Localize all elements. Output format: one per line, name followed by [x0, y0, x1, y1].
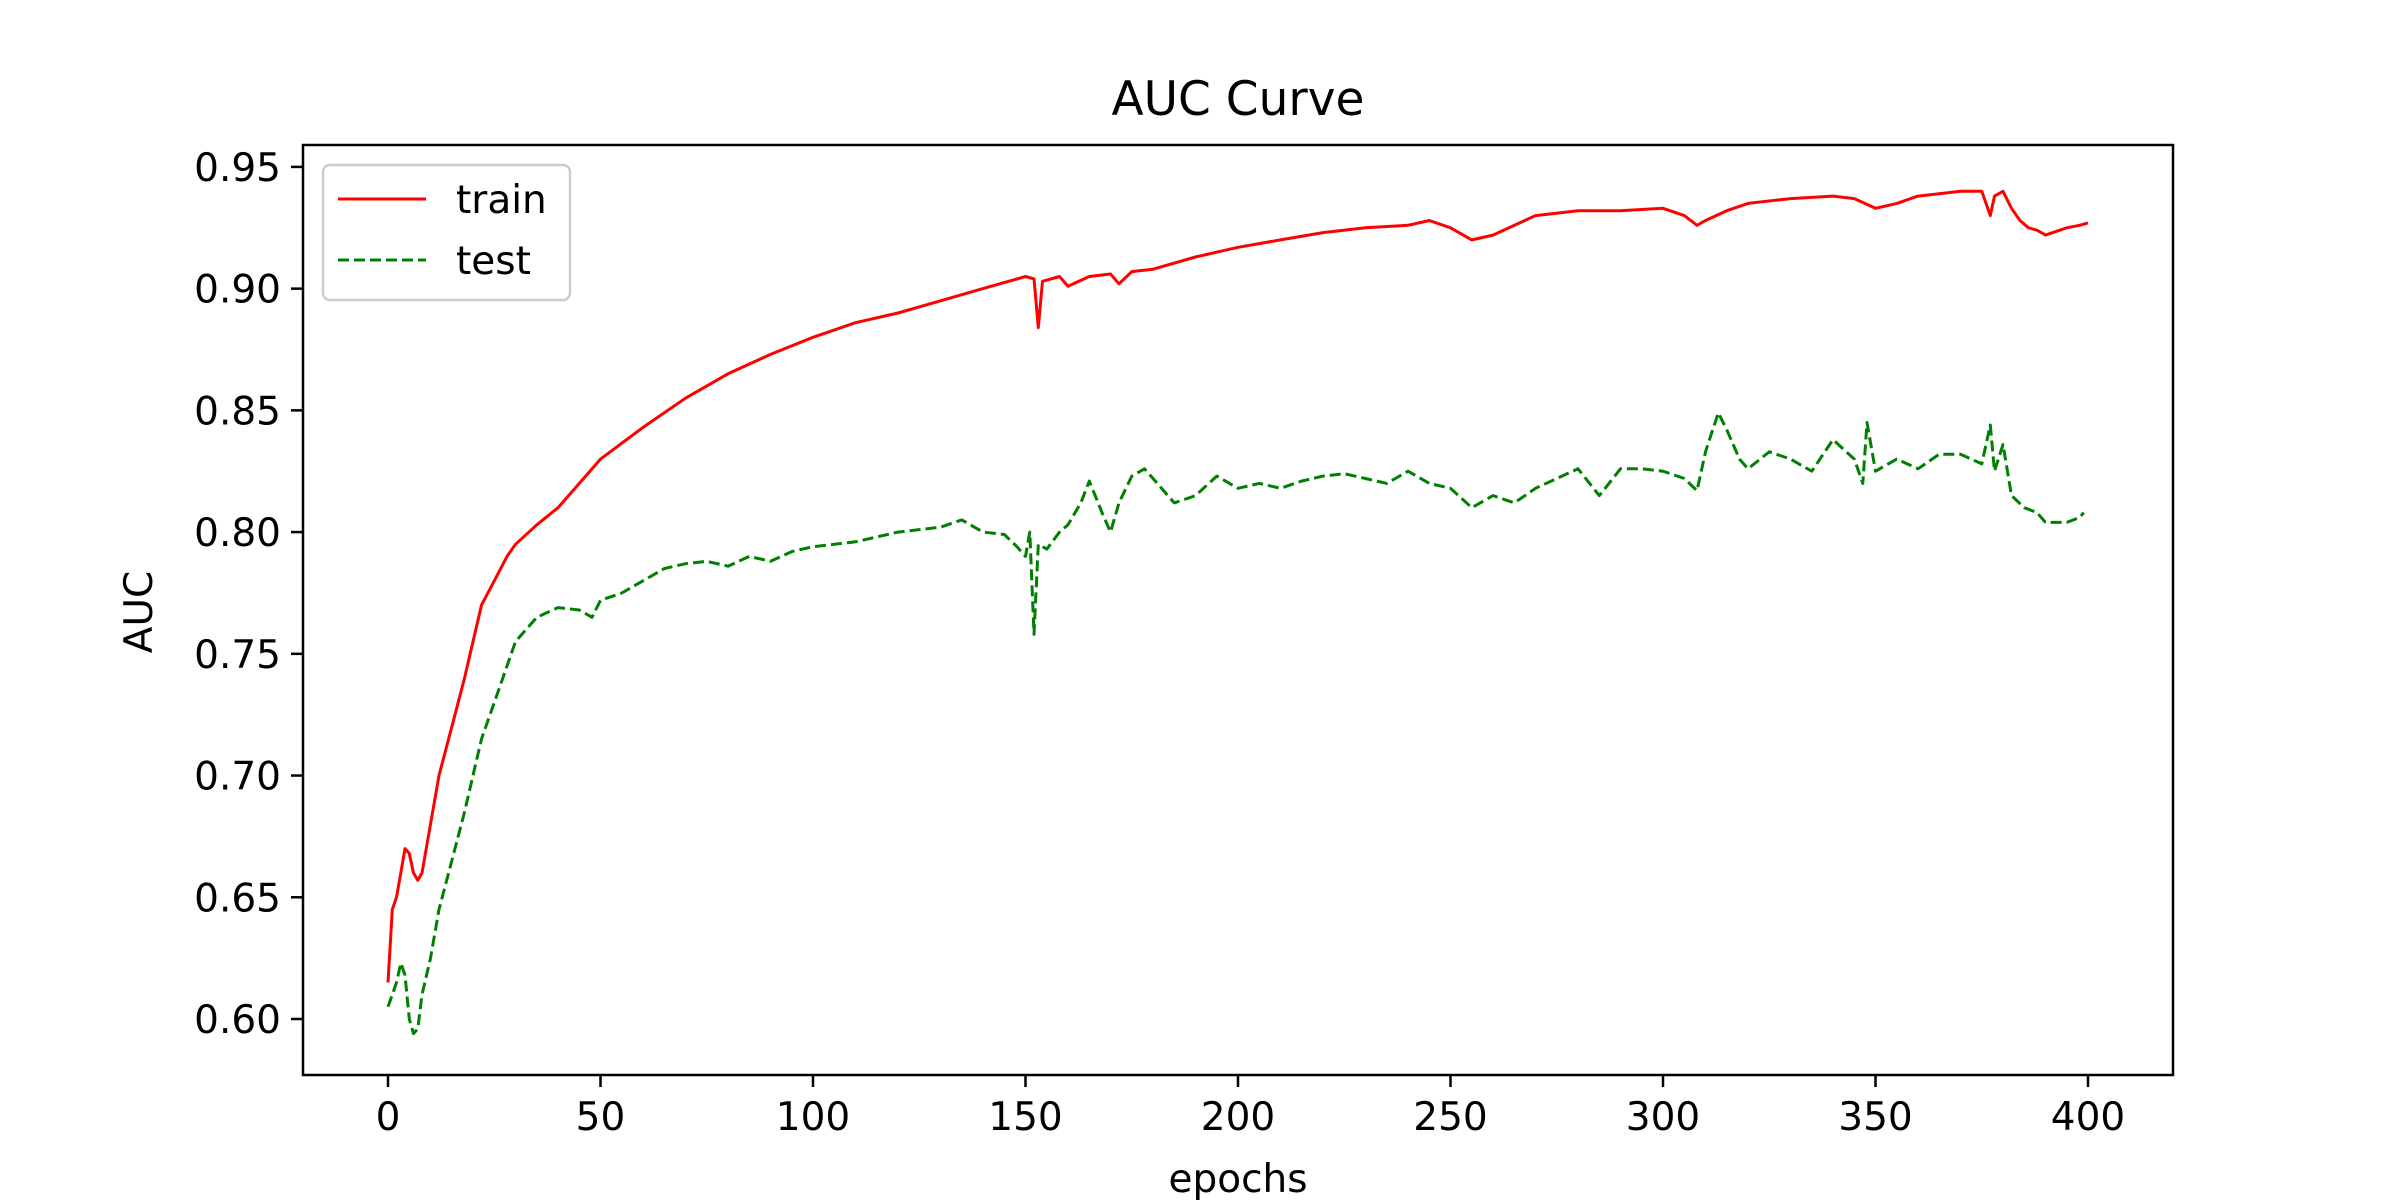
x-tick-label: 100: [776, 1095, 850, 1140]
series-line-train: [386, 189, 2089, 983]
series-line-test: [386, 411, 2085, 1036]
x-tick-label: 300: [1626, 1095, 1700, 1140]
x-tick-label: 400: [2051, 1095, 2125, 1140]
y-tick-label: 0.70: [194, 755, 281, 800]
legend-label-test: test: [456, 239, 531, 284]
x-tick-label: 250: [1413, 1095, 1487, 1140]
x-tick-label: 200: [1201, 1095, 1275, 1140]
x-axis-label: epochs: [1168, 1157, 1307, 1200]
y-tick-label: 0.80: [194, 511, 281, 556]
x-tick-label: 50: [576, 1095, 626, 1140]
legend: train test: [321, 163, 572, 302]
y-tick-label: 0.65: [194, 876, 281, 921]
x-tick-label: 0: [376, 1095, 401, 1140]
y-tick-label: 0.90: [194, 268, 281, 313]
x-tick-label: 350: [1838, 1095, 1912, 1140]
y-tick-label: 0.95: [194, 146, 281, 191]
y-axis-ticks: 0.60 0.65 0.70 0.75 0.80 0.85 0.90 0.95: [194, 146, 303, 1043]
y-tick-label: 0.75: [194, 633, 281, 678]
x-tick-label: 150: [988, 1095, 1062, 1140]
y-tick-label: 0.60: [194, 998, 281, 1043]
series-layer: [386, 189, 2089, 1036]
plot-area: [303, 145, 2173, 1075]
legend-label-train: train: [456, 178, 547, 223]
y-tick-label: 0.85: [194, 389, 281, 434]
y-axis-label: AUC: [117, 571, 162, 653]
chart-title: AUC Curve: [1112, 72, 1365, 127]
x-axis-ticks: 0 50 100 150 200 250 300 350 400: [376, 1075, 2125, 1140]
